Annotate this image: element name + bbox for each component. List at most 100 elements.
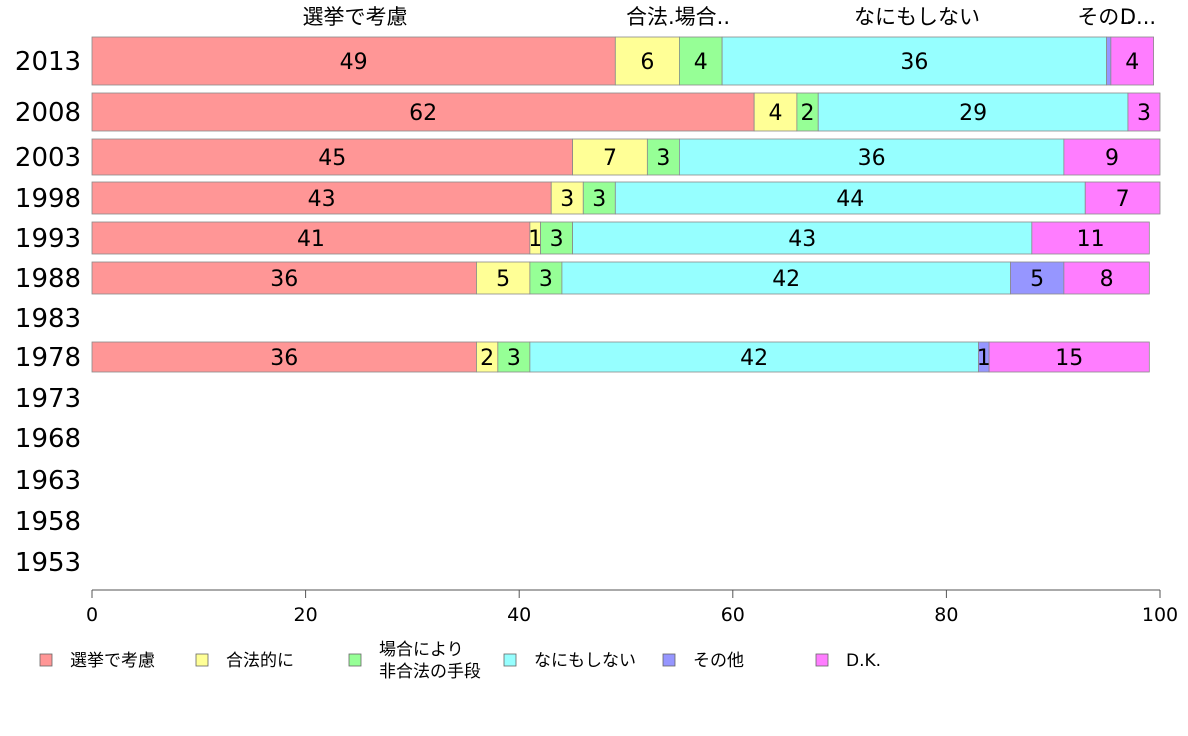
legend-label: その他 — [693, 651, 744, 671]
bar-segment — [679, 36, 723, 86]
bar-value-label: 3 — [550, 227, 564, 252]
bar-value-label: 4 — [694, 50, 708, 75]
bar-segment — [91, 92, 755, 132]
bar-value-label: 45 — [318, 146, 346, 171]
year-label: 1998 — [15, 184, 81, 214]
top-label: 選挙で考慮 — [303, 5, 408, 29]
legend-swatch — [195, 653, 209, 667]
bar-value-label: 44 — [836, 187, 864, 212]
bar-value-label: 8 — [1100, 267, 1114, 292]
top-label: その.. — [1077, 5, 1132, 29]
bar-value-label: 42 — [772, 267, 800, 292]
bar-value-label: 49 — [340, 50, 368, 75]
x-tick-label: 20 — [294, 604, 318, 626]
bar-value-label: 6 — [640, 50, 654, 75]
bar-value-label: 3 — [539, 267, 553, 292]
bar-value-label: 7 — [1116, 187, 1130, 212]
bar-value-label: 43 — [788, 227, 816, 252]
bar-segment — [1110, 36, 1154, 86]
year-label: 1988 — [15, 264, 81, 294]
bar-segment — [91, 341, 477, 373]
legend-swatch — [815, 653, 829, 667]
year-label: 1958 — [15, 507, 81, 537]
year-label: 2008 — [15, 98, 81, 128]
legend-swatch — [39, 653, 53, 667]
year-label: 1953 — [15, 548, 81, 578]
bar-segment — [721, 36, 1108, 86]
bar-segment — [1084, 181, 1161, 215]
legend-swatch — [348, 653, 362, 667]
x-tick-label: 60 — [721, 604, 745, 626]
bar-segment — [679, 138, 1065, 176]
bar-value-label: 36 — [270, 346, 298, 371]
year-label: 1963 — [15, 466, 81, 496]
bar-value-label: 3 — [592, 187, 606, 212]
bar-value-label: 7 — [603, 146, 617, 171]
bar-value-label: 36 — [900, 50, 928, 75]
x-tick-label: 80 — [934, 604, 958, 626]
bar-value-label: 43 — [308, 187, 336, 212]
x-axis: 0 20 40 60 80 100 — [86, 589, 1178, 626]
year-label: 1993 — [15, 224, 81, 254]
legend-label: 合法的に — [226, 651, 294, 671]
x-tick-label: 0 — [86, 604, 98, 626]
x-tick-label: 100 — [1142, 604, 1178, 626]
bar-value-label: 4 — [1125, 50, 1139, 75]
bar-value-label: 2 — [480, 346, 494, 371]
bar-value-label: 3 — [656, 146, 670, 171]
bar-value-label: 5 — [496, 267, 510, 292]
bar-segment — [476, 261, 531, 295]
top-label: D... — [1120, 5, 1156, 29]
bar-segment — [988, 341, 1150, 373]
year-labels: 2013 2008 2003 1998 1993 1988 1983 1978 1973 1968… — [15, 47, 81, 578]
bar-segment — [572, 221, 1033, 255]
bar-segment — [1127, 92, 1161, 132]
bar-value-label: 42 — [740, 346, 768, 371]
legend-swatch — [503, 653, 517, 667]
bar-value-label: 4 — [769, 101, 783, 126]
bar-segment — [614, 36, 680, 86]
year-label: 2013 — [15, 47, 81, 77]
bar-value-label: 2 — [801, 101, 815, 126]
legend-label: 非合法の手段 — [379, 662, 481, 682]
bar-value-label: 36 — [270, 267, 298, 292]
bar-value-label: 9 — [1105, 146, 1119, 171]
bar-value-label: 3 — [507, 346, 521, 371]
bar-segment — [91, 138, 574, 176]
year-label: 2003 — [15, 143, 81, 173]
legend-label: 選挙で考慮 — [70, 651, 155, 671]
bar-segment — [91, 36, 616, 86]
year-label: 1968 — [15, 424, 81, 454]
bar-segment — [817, 92, 1129, 132]
bar-value-label: 3 — [560, 187, 574, 212]
bar-value-label: 11 — [1077, 227, 1105, 252]
bar-segment — [582, 181, 616, 215]
top-labels: 選挙で考慮 合法.場合.. なにもしない その..D... — [303, 5, 1157, 29]
top-label: なにもしない — [854, 5, 980, 29]
bar-value-label: 3 — [1137, 101, 1151, 126]
bar-segment — [572, 138, 648, 176]
bar-value-label: 29 — [959, 101, 987, 126]
bar-value-label: 41 — [297, 227, 325, 252]
year-label: 1978 — [15, 343, 81, 373]
x-tick-label: 40 — [507, 604, 531, 626]
year-label: 1973 — [15, 384, 81, 414]
bar-segment — [1031, 221, 1150, 255]
top-label: 合法.場合.. — [626, 5, 730, 29]
bar-value-label: 36 — [858, 146, 886, 171]
bar-segment — [561, 261, 1011, 295]
legend-label: D.K. — [846, 651, 881, 671]
bar-value-label: 5 — [1030, 267, 1044, 292]
bar-segment — [540, 221, 573, 255]
bar-segment — [1106, 36, 1112, 86]
bar-value-label: 15 — [1055, 346, 1083, 371]
bar-segment — [1010, 261, 1065, 295]
legend-label: 場合により — [379, 640, 464, 660]
year-label: 1983 — [15, 304, 81, 334]
bar-value-label: 62 — [409, 101, 437, 126]
bar-segment — [1063, 138, 1161, 176]
bar-value-label: 1 — [977, 346, 991, 371]
